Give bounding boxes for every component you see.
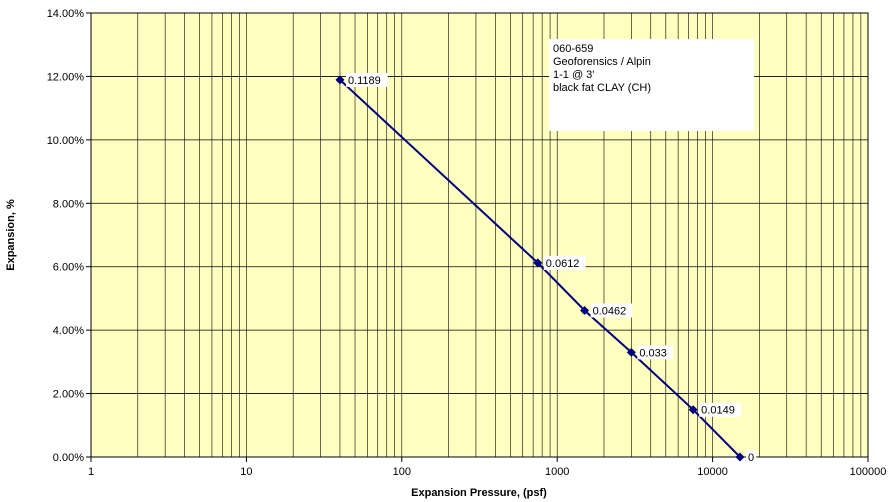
data-point-marker (335, 75, 345, 85)
info-box: 060-659 Geoforensics / Alpin 1-1 @ 3' bl… (549, 39, 754, 131)
data-label-background (543, 255, 586, 270)
data-point-marker (533, 258, 543, 268)
data-label: 0.0612 (546, 258, 580, 270)
data-point-marker (688, 405, 698, 415)
series-line: 0.1189 0.0612 0.0462 0.033 0.0149 0 (335, 72, 757, 464)
x-axis: 1 10 100 1000 10000 100000 (88, 456, 887, 478)
data-label: 0.0149 (701, 405, 735, 417)
data-label: 0.0462 (593, 305, 627, 317)
y-tick-label: 4.00% (53, 325, 84, 337)
y-tick-label: 10.00% (47, 135, 85, 147)
info-line-1: 060-659 (553, 43, 593, 55)
data-label-background (745, 450, 757, 464)
y-tick-label: 0.00% (53, 452, 84, 464)
data-label-background (345, 72, 388, 87)
data-label-background (699, 402, 741, 417)
info-line-3: 1-1 @ 3' (553, 69, 594, 81)
info-line-2: Geoforensics / Alpin (553, 56, 651, 68)
x-tick-label: 100 (393, 466, 411, 478)
series-line-path (339, 79, 741, 458)
y-tick-label: 12.00% (47, 71, 85, 83)
data-label: 0.1189 (348, 75, 381, 87)
data-label: 0.033 (639, 347, 667, 359)
data-label-background (637, 345, 673, 360)
gridlines (91, 13, 868, 457)
x-axis-title: Expansion Pressure, (psf) (411, 487, 547, 499)
y-axis: 0.00% 2.00% 4.00% 6.00% 8.00% 10.00% 12.00% 14.… (47, 8, 92, 464)
x-tick-label: 1 (88, 466, 94, 478)
info-box-background (549, 39, 754, 131)
x-tick-label: 100000 (850, 466, 887, 478)
x-tick-label: 10000 (697, 466, 728, 478)
data-point-marker (735, 452, 745, 462)
y-tick-label: 2.00% (53, 389, 84, 401)
data-label: 0 (748, 452, 754, 464)
x-tick-label: 10 (240, 466, 252, 478)
y-tick-label: 14.00% (47, 8, 85, 20)
data-point-marker (626, 347, 636, 357)
y-tick-label: 6.00% (53, 262, 84, 274)
data-label-background (590, 303, 633, 318)
info-line-4: black fat CLAY (CH) (553, 82, 651, 94)
data-point-marker (580, 305, 590, 315)
x-tick-label: 1000 (545, 466, 569, 478)
y-tick-label: 8.00% (53, 198, 84, 210)
y-axis-title: Expansion, % (5, 199, 17, 271)
